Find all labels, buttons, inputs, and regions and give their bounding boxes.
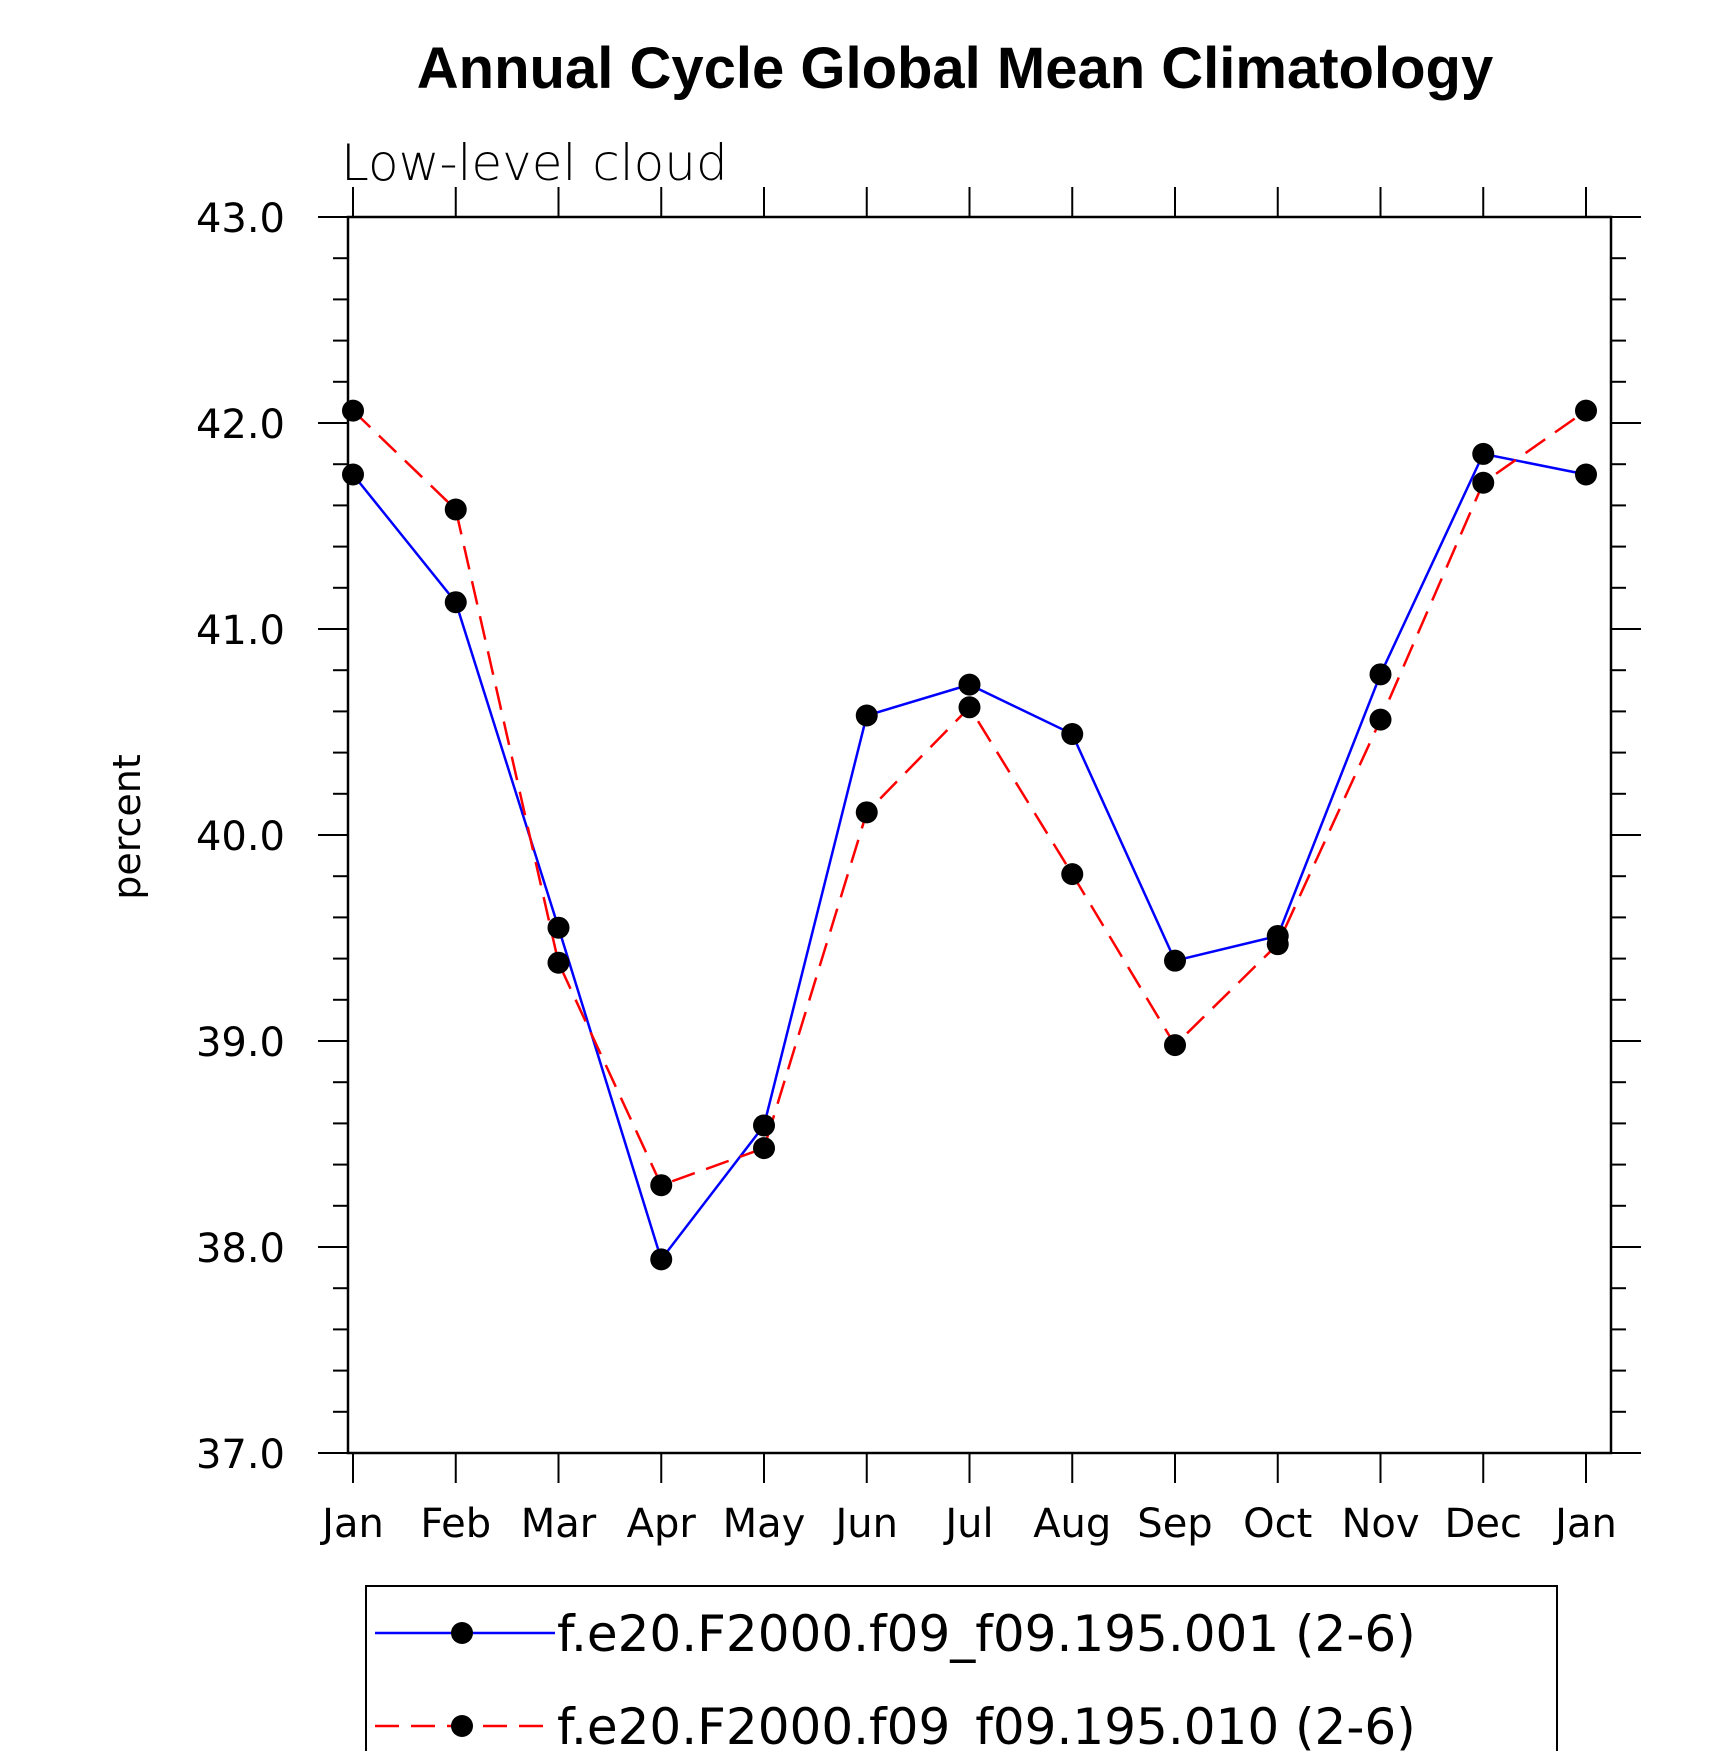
y-tick-label: 37.0: [196, 1432, 285, 1478]
data-point-series-1: [1061, 723, 1084, 746]
data-point-series-2: [958, 696, 981, 719]
x-tick-label: Nov: [1341, 1501, 1419, 1547]
x-tick-label: Jul: [942, 1501, 993, 1547]
series-line-1: [352, 452, 1587, 1263]
data-point-series-2: [1061, 863, 1084, 886]
y-tick-label: 42.0: [196, 402, 285, 448]
data-point-series-1: [650, 1248, 673, 1271]
data-point-series-2: [342, 399, 364, 422]
data-point-series-2: [1472, 471, 1495, 494]
x-tick-label: Oct: [1243, 1501, 1312, 1547]
x-tick-label: Sep: [1137, 1501, 1212, 1547]
data-point-series-1: [1164, 949, 1186, 972]
data-point-series-1: [958, 673, 981, 696]
y-tick-label: 43.0: [196, 196, 285, 242]
data-point-series-2: [650, 1174, 673, 1197]
data-point-series-2: [1369, 708, 1392, 731]
chart-title: Annual Cycle Global Mean Climatology: [417, 36, 1493, 101]
series-line-2: [352, 409, 1587, 1187]
data-point-series-1: [342, 463, 364, 486]
y-tick-label: 40.0: [196, 814, 285, 860]
x-tick-label: Mar: [521, 1501, 597, 1547]
x-tick-label: Dec: [1445, 1501, 1522, 1547]
data-point-series-2: [753, 1137, 775, 1160]
legend-marker-series-2: [451, 1715, 473, 1737]
data-point-series-2: [1266, 933, 1289, 956]
x-tick-label: Feb: [420, 1501, 491, 1547]
data-point-series-1: [1472, 442, 1495, 465]
x-tick-label: May: [723, 1501, 806, 1547]
data-point-series-2: [1575, 399, 1597, 422]
y-tick-label: 38.0: [196, 1226, 285, 1272]
plot-frame: [346, 215, 1613, 1455]
data-point-series-1: [855, 704, 878, 727]
data-point-series-1: [753, 1114, 775, 1137]
x-tick-label: Apr: [627, 1501, 697, 1547]
x-tick-label: Jun: [833, 1501, 899, 1547]
legend-label-series-2: f.e20.F2000.f09_f09.195.010 (2-6): [557, 1698, 1416, 1751]
data-point-series-1: [1369, 663, 1392, 686]
data-point-series-2: [855, 801, 878, 824]
x-tick-label: Jan: [319, 1501, 384, 1547]
y-tick-label: 41.0: [196, 608, 285, 654]
y-tick-label: 39.0: [196, 1020, 285, 1066]
data-point-series-2: [547, 951, 570, 974]
legend-marker-series-1: [451, 1622, 473, 1644]
data-point-series-1: [444, 591, 467, 614]
x-tick-label: Jan: [1552, 1501, 1617, 1547]
chart-subtitle: Low-level cloud: [341, 134, 728, 192]
data-point-series-2: [1164, 1034, 1186, 1057]
y-axis-label: percent: [105, 754, 149, 900]
legend-box: [365, 1585, 1558, 1751]
x-tick-label: Aug: [1033, 1501, 1111, 1547]
data-point-series-1: [547, 916, 570, 939]
data-point-series-1: [1575, 463, 1597, 486]
series-layer: [342, 399, 1597, 1271]
legend-label-series-1: f.e20.F2000.f09_f09.195.001 (2-6): [557, 1605, 1416, 1663]
legend: f.e20.F2000.f09_f09.195.001 (2-6) f.e20.…: [365, 1585, 1558, 1751]
data-point-series-2: [444, 498, 467, 521]
axes: 37.0 38.0 39.0 40.0 41.0 42.0 43.0 Jan Feb Mar Apr…: [196, 187, 1641, 1547]
